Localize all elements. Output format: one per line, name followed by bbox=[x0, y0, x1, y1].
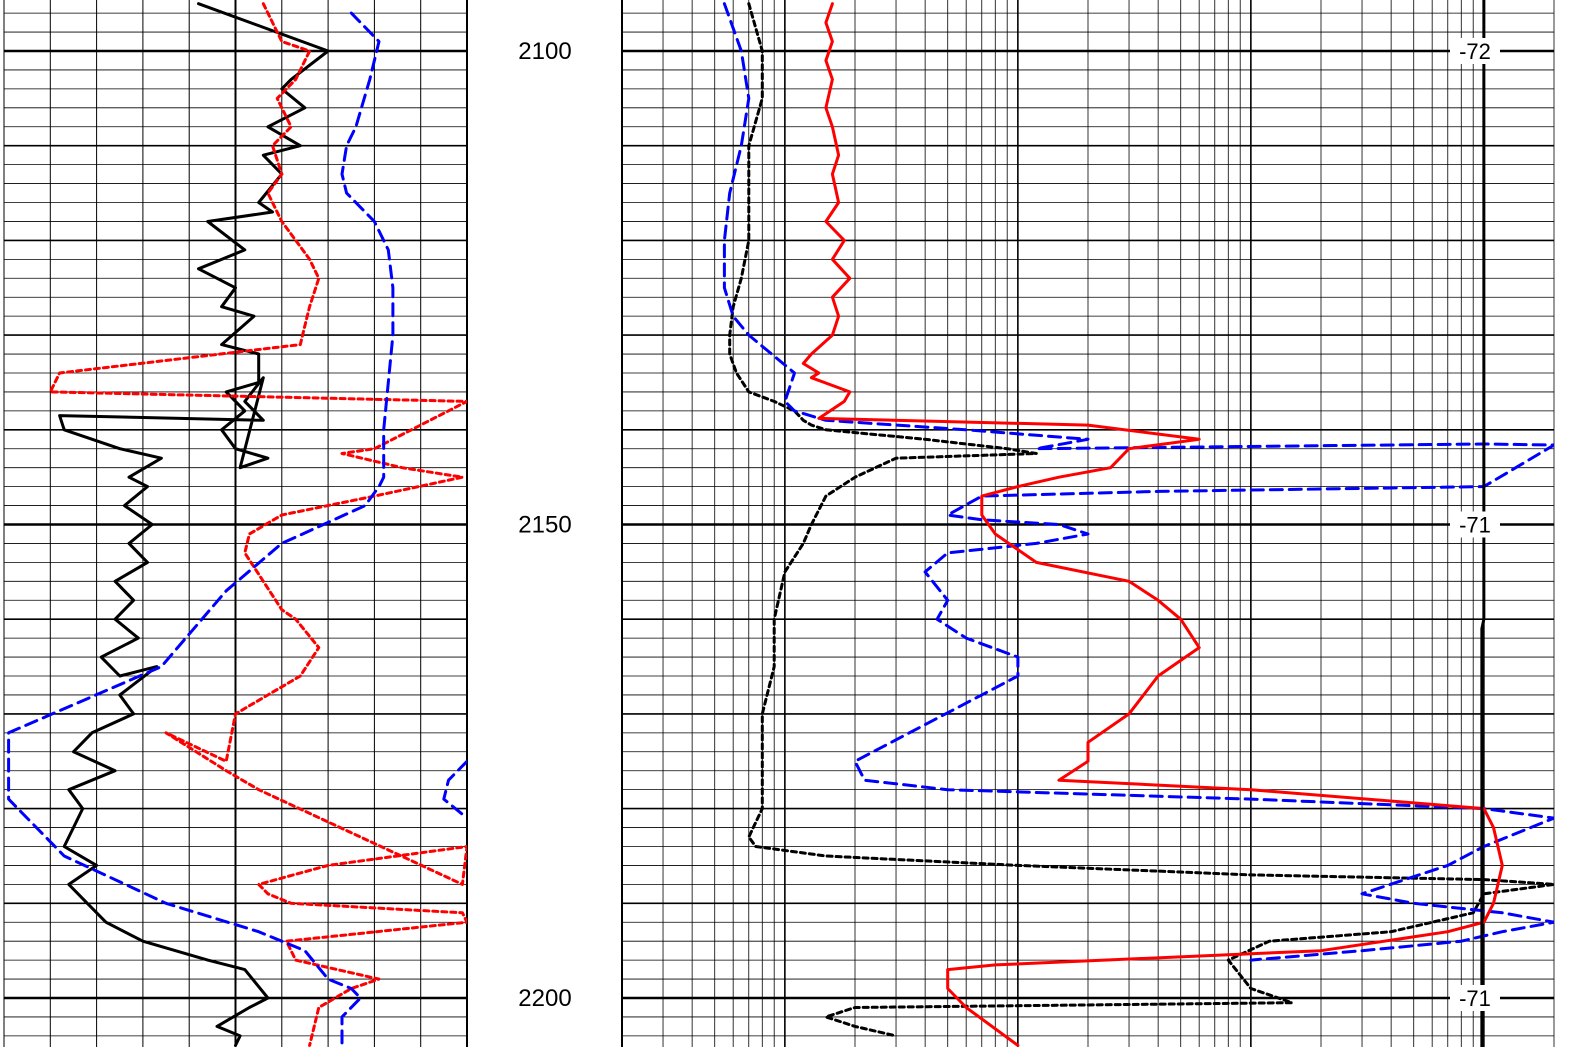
track1-black-solid-curve bbox=[58, 2, 330, 1047]
track1-red-dotted-curve bbox=[48, 2, 467, 1047]
label-layer: 2100 2150 2200 -72 -71 -71 bbox=[518, 38, 1500, 1012]
track1-series-group bbox=[7, 2, 467, 1047]
grid-layer bbox=[3, 0, 1555, 1047]
depth-tick-label: 2150 bbox=[518, 512, 571, 539]
depth-tick-label: 2200 bbox=[518, 985, 571, 1012]
annotation-background bbox=[1450, 511, 1500, 538]
track2-blue-dashed-curve bbox=[722, 2, 1554, 962]
annotation-label: -71 bbox=[1459, 513, 1491, 538]
track1-blue-dashed-fragment bbox=[442, 759, 467, 820]
track2-red-solid-curve bbox=[801, 2, 1504, 1047]
annotation-background bbox=[1450, 38, 1500, 64]
track2-series-group bbox=[722, 2, 1554, 1047]
annotation-background bbox=[1450, 985, 1500, 1011]
annotation-label: -72 bbox=[1459, 39, 1491, 64]
track1-blue-dashed-curve bbox=[7, 11, 395, 1047]
annotation-label: -71 bbox=[1459, 986, 1491, 1011]
series-layer bbox=[7, 0, 1554, 1047]
depth-tick-label: 2100 bbox=[518, 38, 571, 65]
track2-black-dotted-curve bbox=[728, 2, 1554, 1038]
track2-cutoff-line bbox=[1480, 0, 1486, 1047]
